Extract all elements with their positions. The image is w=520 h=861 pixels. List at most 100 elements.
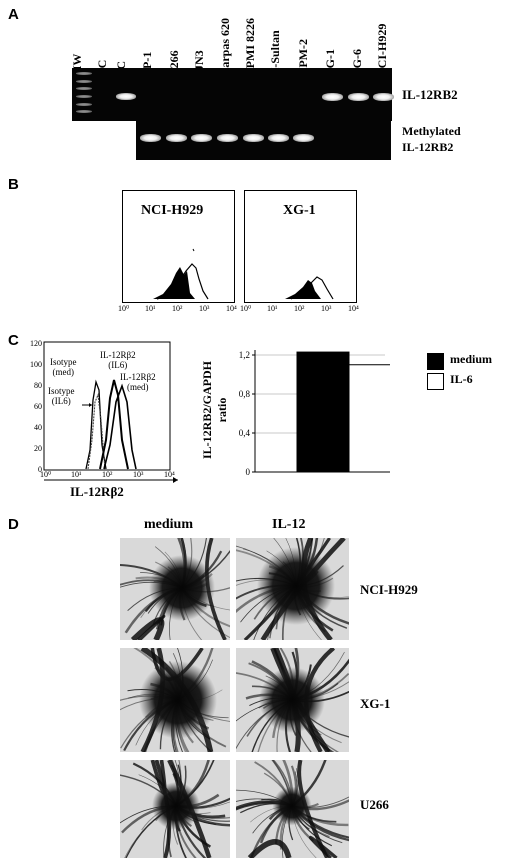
annotation-line: IL-12Rβ2 — [120, 372, 156, 382]
gel-band — [348, 93, 369, 101]
micrograph-image — [120, 648, 230, 752]
annotation-isotype-med: Isotype (med) — [50, 357, 77, 377]
micrograph-tile — [236, 538, 349, 640]
gel-label-methylated-line1: Methylated — [402, 124, 461, 138]
y-tick-label: 20 — [34, 444, 42, 453]
gel-band — [166, 134, 187, 142]
gel-band — [293, 134, 314, 142]
histogram-curves — [285, 276, 334, 300]
histogram-xg-1: XG-1 — [244, 190, 357, 303]
y-tick-label: 0,8 — [239, 389, 251, 399]
gel-band — [140, 134, 161, 142]
micrograph-image — [120, 538, 230, 640]
il12rb2-il6-curve — [99, 379, 129, 470]
flow-xlabel: IL-12Rβ2 — [70, 484, 124, 499]
y-tick-label: 100 — [30, 360, 42, 369]
x-tick-label: 10⁴ — [348, 304, 359, 313]
micrograph-image — [236, 760, 349, 858]
il12rb2-med-curve — [103, 383, 137, 470]
legend-swatch-il6 — [427, 373, 444, 390]
x-tick-label: 10² — [172, 304, 183, 313]
micrograph-image — [236, 538, 349, 640]
annotation-il12rb2-med: IL-12Rβ2 (med) — [120, 372, 156, 392]
panel-letter-a: A — [8, 6, 19, 23]
x-tick-label: 10⁰ — [118, 304, 130, 313]
micrograph-tile — [120, 760, 230, 858]
panel-letter-b: B — [8, 176, 19, 193]
col-header-il12: IL-12 — [272, 517, 306, 532]
x-tick-label: 10¹ — [267, 304, 278, 313]
annotation-line: (IL6) — [51, 396, 71, 406]
legend-label-il6: IL-6 — [450, 372, 473, 386]
x-tick-label: 10⁴ — [164, 470, 175, 479]
histogram-title: NCI-H929 — [141, 203, 204, 218]
y-tick-label: 60 — [34, 402, 42, 411]
mw-ladder-band — [76, 95, 92, 98]
annotation-line: (IL6) — [108, 360, 128, 370]
x-tick-label: 10⁴ — [226, 304, 237, 313]
row-label-xg-1: XG-1 — [360, 696, 391, 711]
x-tick-label: 10² — [102, 470, 113, 479]
bar-ylabel: IL-12RB2/GAPDH ratio — [200, 350, 230, 470]
micrograph-tile — [236, 648, 349, 752]
annotation-il12rb2-il6: IL-12Rβ2 (IL6) — [100, 350, 136, 370]
histogram-title: XG-1 — [283, 203, 316, 218]
y-tick-label: 80 — [34, 381, 42, 390]
dot-mark — [192, 248, 195, 252]
y-tick-label: 0 — [38, 465, 42, 474]
il12rb2-histogram — [156, 263, 209, 300]
isotype-il6-curve — [87, 392, 106, 470]
x-tick-label: 10³ — [199, 304, 210, 313]
mw-ladder-band — [76, 87, 92, 90]
ylabel-line: IL-12RB2/GAPDH — [200, 361, 214, 460]
isotype-med-curve — [85, 379, 107, 470]
ylabel-line: ratio — [215, 397, 229, 423]
y-tick-label: 40 — [34, 423, 42, 432]
annotation-isotype-il6: Isotype (IL6) — [48, 386, 75, 406]
isotype-histogram — [153, 267, 195, 299]
y-tick-label: 120 — [30, 339, 42, 348]
gel-band — [373, 93, 394, 101]
annotation-line: Isotype — [50, 357, 77, 367]
row-label-nci-h929: NCI-H929 — [360, 582, 418, 597]
histogram-curves — [153, 248, 209, 300]
flow-overlay-svg — [43, 341, 178, 483]
gel-band — [217, 134, 238, 142]
micrograph-tile — [120, 538, 230, 640]
annotation-line: (med) — [127, 382, 149, 392]
col-header-medium: medium — [144, 517, 193, 532]
micrograph-tile — [236, 760, 349, 858]
gel-label-il12rb2: IL-12RB2 — [402, 87, 458, 102]
x-tick-label: 10² — [294, 304, 305, 313]
y-tick-label: 0,4 — [239, 428, 251, 438]
micrograph-tile — [120, 648, 230, 752]
x-tick-label: 10¹ — [71, 470, 82, 479]
annotation-line: IL-12Rβ2 — [100, 350, 136, 360]
mw-ladder-band — [76, 72, 92, 75]
x-tick-label: 10³ — [133, 470, 144, 479]
x-tick-label: 10³ — [321, 304, 332, 313]
gel-band — [322, 93, 343, 101]
histogram-nci-h929: NCI-H929 — [122, 190, 235, 303]
annotation-line: (med) — [52, 367, 75, 377]
x-tick-label: 10¹ — [145, 304, 156, 313]
gel-band — [268, 134, 289, 142]
panel-letter-c: C — [8, 332, 19, 349]
gel-band — [243, 134, 264, 142]
x-tick-label: 10⁰ — [40, 470, 52, 479]
gel-band — [116, 93, 136, 100]
y-tick-label: 1,2 — [239, 350, 250, 360]
mw-ladder-band — [76, 80, 92, 83]
mw-ladder-band — [76, 103, 92, 106]
isotype-histogram — [285, 280, 321, 299]
mw-ladder-band — [76, 110, 92, 113]
y-tick-label: 0 — [246, 467, 251, 477]
annotation-line: Isotype — [48, 386, 75, 396]
micrograph-image — [236, 648, 349, 752]
legend-label-medium: medium — [450, 352, 492, 366]
micrograph-image — [120, 760, 230, 858]
gel-band — [191, 134, 212, 142]
gel-label-methylated-line2: IL-12RB2 — [402, 140, 454, 154]
il12rb2-histogram — [290, 276, 334, 300]
bar-medium — [296, 351, 350, 473]
